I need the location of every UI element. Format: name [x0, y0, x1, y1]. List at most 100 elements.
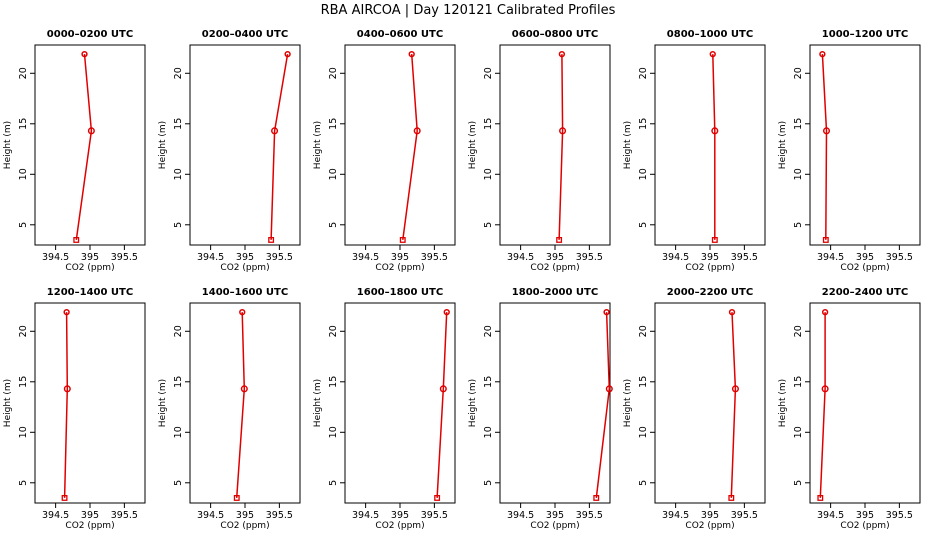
panel-title: 1800–2000 UTC — [512, 287, 598, 298]
data-point — [399, 236, 406, 243]
y-tick-label: 5 — [793, 222, 804, 228]
x-tick-label: 395.5 — [576, 510, 603, 521]
panel-0: 0000–0200 UTC 394.5 395 395.5 5 10 15 20 CO2 (pp… — [3, 29, 146, 273]
x-tick-label: 395 — [391, 252, 409, 263]
y-tick-label: 20 — [328, 325, 339, 337]
y-tick-label: 20 — [483, 67, 494, 79]
y-tick-label: 15 — [173, 376, 184, 388]
panel-grid: 0000–0200 UTC 394.5 395 395.5 5 10 15 20 CO2 (pp… — [3, 29, 921, 531]
x-tick-label: 394.5 — [817, 510, 844, 521]
x-tick-label: 394.5 — [197, 252, 224, 263]
data-point — [239, 308, 246, 316]
data-point — [711, 236, 718, 243]
figure-title: RBA AIRCOA | Day 120121 Calibrated Profi… — [321, 3, 616, 18]
panel-8: 1600–1800 UTC 394.5 395 395.5 5 10 15 20 CO2 (pp… — [313, 287, 456, 531]
profile-line — [402, 54, 418, 240]
x-axis-label: CO2 (ppm) — [220, 521, 269, 531]
data-point — [558, 50, 566, 58]
y-tick-label: 15 — [18, 118, 29, 130]
y-tick-label: 20 — [173, 67, 184, 79]
y-tick-label: 5 — [173, 222, 184, 228]
y-tick-label: 10 — [173, 426, 184, 438]
y-tick-label: 15 — [173, 118, 184, 130]
x-axis-label: CO2 (ppm) — [220, 263, 269, 273]
profile-line — [270, 53, 289, 240]
data-point — [439, 385, 447, 393]
panel-4: 0800–1000 UTC 394.5 395 395.5 5 10 15 20 CO2 (pp… — [623, 29, 766, 273]
x-tick-label: 395.5 — [111, 252, 138, 263]
data-point — [443, 308, 450, 316]
x-tick-label: 395 — [546, 252, 564, 263]
y-tick-label: 10 — [638, 168, 649, 180]
y-tick-label: 15 — [793, 118, 804, 130]
plot-frame — [189, 302, 301, 504]
y-tick-label: 15 — [638, 118, 649, 130]
x-axis-label: CO2 (ppm) — [375, 263, 424, 273]
data-point — [822, 236, 829, 243]
plot-frame — [34, 302, 146, 504]
y-tick-label: 20 — [328, 67, 339, 79]
data-point — [605, 385, 613, 393]
data-point — [603, 308, 610, 316]
data-point — [408, 50, 415, 58]
x-tick-label: 394.5 — [42, 252, 69, 263]
panel-6: 1200–1400 UTC 394.5 395 395.5 5 10 15 20 CO2 (pp… — [3, 287, 146, 531]
x-tick-label: 395 — [856, 252, 874, 263]
x-tick-label: 395.5 — [886, 252, 913, 263]
x-tick-label: 394.5 — [662, 510, 689, 521]
y-tick-label: 5 — [483, 480, 494, 486]
x-tick-label: 395 — [81, 510, 99, 521]
data-point — [731, 385, 739, 393]
x-tick-label: 395 — [701, 510, 719, 521]
profile-line — [75, 54, 93, 241]
x-tick-label: 394.5 — [352, 510, 379, 521]
y-tick-label: 10 — [18, 426, 29, 438]
y-axis-label: Height (m) — [623, 379, 633, 427]
panel-title: 0600–0800 UTC — [512, 29, 598, 40]
x-tick-label: 395.5 — [111, 510, 138, 521]
panel-5: 1000–1200 UTC 394.5 395 395.5 5 10 15 20 CO2 (pp… — [778, 29, 921, 273]
y-axis-label: Height (m) — [3, 121, 13, 169]
x-axis-label: CO2 (ppm) — [530, 263, 579, 273]
x-tick-label: 395.5 — [886, 510, 913, 521]
y-axis-label: Height (m) — [3, 379, 13, 427]
y-tick-label: 15 — [793, 376, 804, 388]
x-tick-label: 395.5 — [266, 252, 293, 263]
panel-title: 2000–2200 UTC — [667, 287, 753, 298]
x-tick-label: 395.5 — [731, 510, 758, 521]
x-tick-label: 394.5 — [352, 252, 379, 263]
panel-title: 1000–1200 UTC — [822, 29, 908, 40]
y-tick-label: 5 — [638, 480, 649, 486]
x-axis-label: CO2 (ppm) — [65, 521, 114, 531]
profile-line — [712, 54, 716, 240]
plot-frame — [499, 302, 611, 504]
y-tick-label: 20 — [793, 325, 804, 337]
profile-line — [819, 312, 826, 498]
data-point — [819, 50, 826, 58]
data-point — [61, 494, 68, 501]
y-tick-label: 5 — [793, 480, 804, 486]
y-tick-label: 15 — [18, 376, 29, 388]
data-point — [821, 385, 829, 393]
y-axis-label: Height (m) — [468, 121, 478, 169]
panel-title: 2200–2400 UTC — [822, 287, 908, 298]
y-axis-label: Height (m) — [468, 379, 478, 427]
x-tick-label: 395 — [236, 252, 254, 263]
x-tick-label: 395 — [701, 252, 719, 263]
y-tick-label: 10 — [328, 426, 339, 438]
y-tick-label: 15 — [328, 376, 339, 388]
y-tick-label: 5 — [18, 222, 29, 228]
data-point — [233, 494, 240, 501]
x-tick-label: 394.5 — [42, 510, 69, 521]
data-point — [73, 236, 80, 243]
panel-1: 0200–0400 UTC 394.5 395 395.5 5 10 15 20 CO2 (pp… — [158, 29, 301, 273]
y-axis-label: Height (m) — [313, 121, 323, 169]
data-point — [434, 494, 441, 501]
x-tick-label: 395.5 — [266, 510, 293, 521]
x-axis-label: CO2 (ppm) — [840, 521, 889, 531]
y-tick-label: 10 — [793, 426, 804, 438]
x-tick-label: 395.5 — [731, 252, 758, 263]
panel-title: 1400–1600 UTC — [202, 287, 288, 298]
y-tick-label: 10 — [793, 168, 804, 180]
